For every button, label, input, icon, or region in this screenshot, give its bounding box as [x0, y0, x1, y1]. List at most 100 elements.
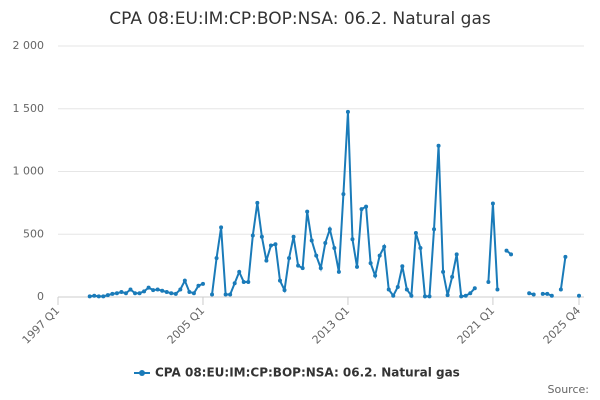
data-point: [105, 293, 110, 298]
data-point: [413, 230, 418, 235]
data-point: [259, 234, 264, 239]
data-point: [549, 293, 554, 298]
data-point: [332, 246, 337, 251]
data-point: [200, 281, 205, 286]
data-point: [391, 293, 396, 298]
data-point: [377, 253, 382, 258]
data-point: [345, 109, 350, 114]
y-tick-label: 1 000: [13, 165, 45, 178]
data-point: [404, 287, 409, 292]
chart-title: CPA 08:EU:IM:CP:BOP:NSA: 06.2. Natural g…: [109, 9, 491, 29]
data-point: [486, 279, 491, 284]
data-point: [577, 293, 581, 298]
data-point: [264, 258, 269, 263]
data-point: [386, 287, 391, 292]
data-point: [196, 283, 201, 288]
x-tick-label: 2005 Q1: [165, 304, 208, 347]
data-point: [472, 286, 477, 291]
data-point: [210, 292, 215, 297]
legend-marker: [139, 370, 145, 376]
data-point: [545, 291, 550, 296]
data-point: [128, 287, 133, 292]
data-point: [287, 256, 292, 261]
data-point: [468, 291, 473, 296]
data-point: [123, 291, 128, 296]
data-point: [137, 291, 142, 296]
data-point: [432, 227, 437, 232]
data-point: [182, 278, 187, 283]
data-point: [427, 294, 432, 299]
data-point: [422, 294, 427, 299]
data-point: [119, 289, 124, 294]
data-point: [400, 264, 405, 269]
data-point: [355, 264, 360, 269]
data-point: [314, 253, 319, 258]
data-point: [164, 289, 169, 294]
data-point: [463, 293, 468, 298]
data-point: [436, 143, 441, 148]
data-point: [151, 288, 156, 293]
data-point: [504, 248, 509, 253]
x-tick-label: 1997 Q1: [20, 304, 63, 347]
data-point: [173, 291, 178, 296]
data-point: [214, 256, 219, 261]
data-point: [273, 242, 278, 247]
data-point: [373, 273, 378, 278]
data-point: [133, 291, 138, 296]
data-point: [155, 287, 160, 292]
x-tick-label: 2021 Q1: [455, 304, 498, 347]
data-point: [241, 279, 246, 284]
data-point: [527, 291, 532, 296]
source: Source:: [548, 383, 590, 396]
y-tick-label: 0: [37, 290, 44, 303]
data-point: [418, 246, 423, 251]
y-tick-label: 2 000: [13, 39, 45, 52]
data-point: [232, 281, 237, 286]
data-point: [187, 289, 192, 294]
data-point: [291, 234, 296, 239]
data-point: [101, 294, 106, 299]
data-point: [495, 287, 500, 292]
data-point: [323, 241, 328, 246]
data-point: [255, 200, 260, 205]
data-point: [441, 269, 446, 274]
x-tick-label: 2013 Q1: [310, 304, 353, 347]
data-point: [382, 244, 387, 249]
data-point: [169, 291, 174, 296]
data-point: [250, 233, 255, 238]
data-point: [300, 266, 305, 271]
data-point: [146, 285, 151, 290]
data-point: [540, 291, 545, 296]
data-point: [364, 204, 369, 209]
data-point: [563, 254, 568, 259]
data-point: [219, 225, 224, 230]
data-point: [558, 287, 563, 292]
data-point: [246, 279, 251, 284]
data-point: [459, 294, 464, 299]
data-point: [268, 243, 273, 248]
y-tick-label: 500: [23, 227, 44, 240]
data-point: [309, 238, 314, 243]
data-point: [336, 269, 341, 274]
data-point: [178, 287, 183, 292]
data-point: [531, 292, 536, 297]
data-point: [142, 289, 147, 294]
data-point: [450, 274, 455, 279]
data-point: [110, 291, 115, 296]
legend-label: CPA 08:EU:IM:CP:BOP:NSA: 06.2. Natural g…: [155, 366, 460, 380]
data-point: [341, 192, 346, 197]
data-point: [191, 291, 196, 296]
data-point: [327, 227, 332, 232]
data-point: [368, 261, 373, 266]
data-point: [490, 201, 495, 206]
data-point: [282, 288, 287, 293]
data-point: [445, 293, 450, 298]
data-line: [90, 112, 579, 296]
data-point: [277, 278, 282, 283]
data-point: [305, 209, 310, 214]
data-point: [359, 207, 364, 212]
data-point: [237, 269, 242, 274]
data-point: [296, 263, 301, 268]
x-tick-label: 2025 Q4: [541, 304, 584, 347]
